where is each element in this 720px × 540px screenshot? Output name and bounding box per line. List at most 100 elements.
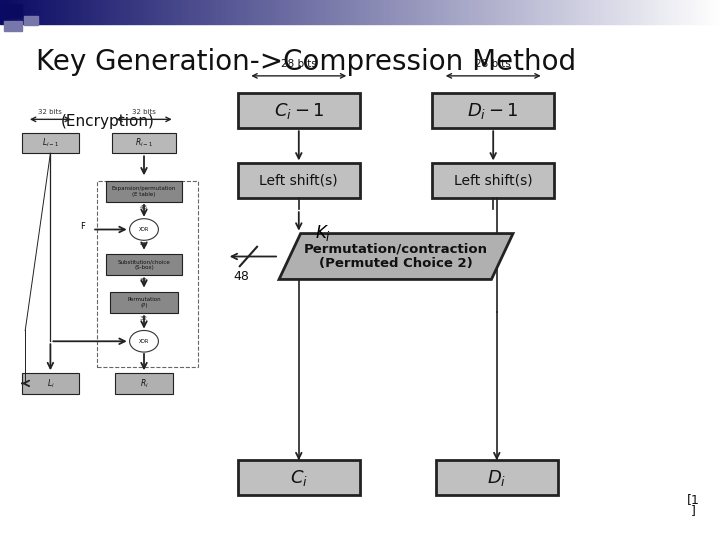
Bar bbox=[706, 0, 708, 24]
Bar bbox=[581, 0, 583, 24]
Bar bbox=[567, 0, 569, 24]
Bar bbox=[675, 0, 677, 24]
Bar bbox=[497, 0, 499, 24]
Bar bbox=[595, 0, 598, 24]
Bar bbox=[149, 0, 151, 24]
Text: Key Generation->Compression Method: Key Generation->Compression Method bbox=[36, 48, 576, 76]
Bar bbox=[657, 0, 660, 24]
FancyBboxPatch shape bbox=[22, 373, 79, 394]
FancyBboxPatch shape bbox=[432, 163, 554, 198]
Text: F: F bbox=[80, 222, 85, 231]
Bar bbox=[67, 0, 70, 24]
Bar bbox=[665, 0, 667, 24]
Bar bbox=[106, 0, 108, 24]
Bar bbox=[110, 0, 113, 24]
Bar bbox=[182, 0, 185, 24]
Bar bbox=[266, 0, 269, 24]
Bar bbox=[523, 0, 526, 24]
Text: Permutation
(P): Permutation (P) bbox=[127, 297, 161, 308]
Bar bbox=[269, 0, 271, 24]
Bar bbox=[423, 0, 425, 24]
FancyBboxPatch shape bbox=[112, 133, 176, 153]
Bar bbox=[621, 0, 624, 24]
Bar bbox=[81, 0, 84, 24]
Bar bbox=[19, 0, 22, 24]
Bar bbox=[559, 0, 562, 24]
Bar bbox=[689, 0, 691, 24]
Bar bbox=[432, 0, 434, 24]
Bar bbox=[43, 0, 45, 24]
Text: 48: 48 bbox=[140, 205, 148, 211]
Text: XOR: XOR bbox=[139, 339, 149, 344]
Bar bbox=[456, 0, 459, 24]
Bar bbox=[495, 0, 497, 24]
Bar bbox=[58, 0, 60, 24]
Bar bbox=[511, 0, 513, 24]
Bar bbox=[389, 0, 391, 24]
Bar bbox=[418, 0, 420, 24]
Bar bbox=[610, 0, 612, 24]
Bar bbox=[293, 0, 295, 24]
Bar bbox=[619, 0, 621, 24]
Bar bbox=[360, 0, 362, 24]
Bar bbox=[480, 0, 482, 24]
Bar bbox=[504, 0, 506, 24]
Bar bbox=[405, 0, 408, 24]
FancyBboxPatch shape bbox=[107, 181, 181, 202]
Bar bbox=[439, 0, 441, 24]
Bar bbox=[588, 0, 590, 24]
Bar bbox=[77, 0, 79, 24]
Bar bbox=[322, 0, 324, 24]
Text: Expansion/permutation
(E table): Expansion/permutation (E table) bbox=[112, 186, 176, 197]
Bar bbox=[319, 0, 322, 24]
FancyBboxPatch shape bbox=[22, 133, 79, 153]
Bar bbox=[562, 0, 564, 24]
Bar bbox=[603, 0, 605, 24]
Text: XOR: XOR bbox=[139, 227, 149, 232]
Bar bbox=[684, 0, 686, 24]
Bar bbox=[288, 0, 290, 24]
Bar bbox=[324, 0, 326, 24]
Bar bbox=[89, 0, 91, 24]
Bar bbox=[194, 0, 197, 24]
Bar bbox=[202, 0, 204, 24]
Bar bbox=[631, 0, 634, 24]
Bar bbox=[485, 0, 487, 24]
Bar bbox=[271, 0, 274, 24]
Circle shape bbox=[130, 330, 158, 352]
Bar bbox=[408, 0, 410, 24]
Bar bbox=[708, 0, 711, 24]
Bar bbox=[302, 0, 305, 24]
Bar bbox=[74, 0, 77, 24]
Bar bbox=[415, 0, 418, 24]
Bar bbox=[506, 0, 509, 24]
Bar bbox=[38, 0, 41, 24]
Bar bbox=[369, 0, 372, 24]
Bar bbox=[590, 0, 593, 24]
Bar bbox=[425, 0, 427, 24]
Text: Permutation/contraction
(Permuted Choice 2): Permutation/contraction (Permuted Choice… bbox=[304, 242, 488, 271]
Bar bbox=[355, 0, 358, 24]
Bar bbox=[490, 0, 492, 24]
Bar bbox=[218, 0, 221, 24]
Bar bbox=[538, 0, 540, 24]
Bar bbox=[171, 0, 173, 24]
Bar bbox=[646, 0, 648, 24]
Bar bbox=[264, 0, 266, 24]
Bar bbox=[127, 0, 130, 24]
Bar bbox=[48, 0, 50, 24]
Bar bbox=[163, 0, 166, 24]
Bar bbox=[686, 0, 689, 24]
Bar bbox=[672, 0, 675, 24]
Bar bbox=[326, 0, 329, 24]
Bar bbox=[99, 0, 101, 24]
Bar bbox=[441, 0, 444, 24]
Bar bbox=[207, 0, 209, 24]
Bar bbox=[682, 0, 684, 24]
Bar bbox=[247, 0, 250, 24]
Bar bbox=[156, 0, 158, 24]
Bar bbox=[175, 0, 178, 24]
Bar bbox=[333, 0, 336, 24]
Text: $L_i$: $L_i$ bbox=[47, 377, 54, 390]
Bar bbox=[374, 0, 377, 24]
